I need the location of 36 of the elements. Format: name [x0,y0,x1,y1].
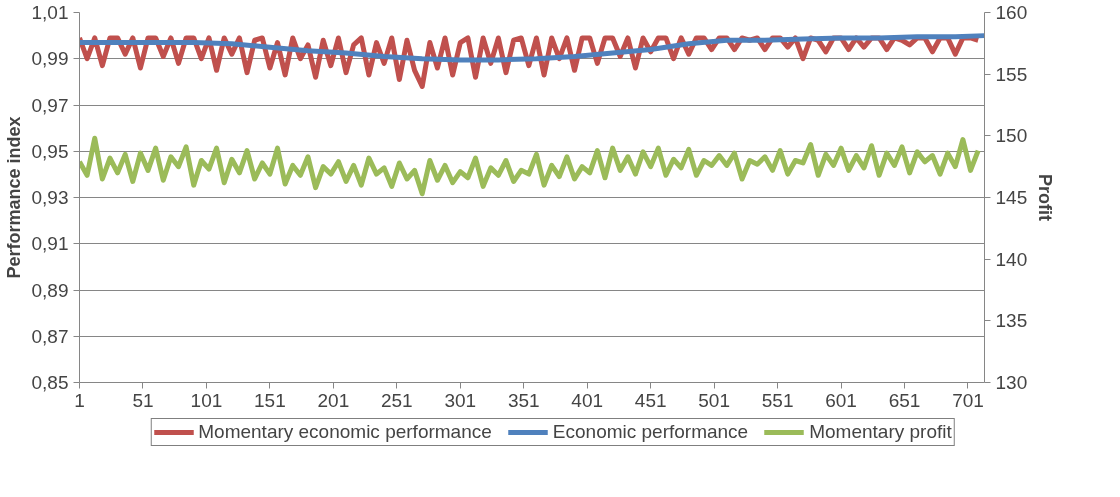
x-tick-label: 1 [74,389,85,411]
x-tick-label: 51 [132,389,154,411]
x-tick-label: 251 [380,389,413,411]
x-tick-label: 351 [507,389,540,411]
x-tick-label: 451 [634,389,667,411]
y2-axis-title: Profit [1035,174,1056,221]
y2-tick-label: 130 [995,372,1028,393]
y-tick-label: 0,95 [31,140,69,162]
y2-tick-label: 160 [995,2,1028,23]
y-tick-label: 0,87 [31,325,69,347]
x-tick-label: 301 [444,389,477,411]
y2-tick-label: 135 [995,310,1028,332]
y-tick-label: 0,85 [31,372,69,393]
y-tick-label: 0,99 [31,48,69,70]
legend-label: Momentary profit [809,421,952,443]
x-tick-label: 501 [698,389,730,411]
y2-tick-label: 145 [995,187,1028,208]
legend-label: Momentary economic performance [198,421,492,443]
y-tick-label: 0,97 [31,94,69,116]
x-tick-label: 701 [952,389,984,411]
x-tick-label: 101 [190,389,223,411]
legend-label: Economic performance [552,421,749,443]
x-tick-label: 151 [254,389,286,411]
x-tick-label: 401 [571,389,604,411]
x-tick-label: 651 [888,389,921,411]
y2-tick-label: 150 [995,125,1028,147]
x-tick-label: 201 [317,389,350,411]
y-tick-label: 0,93 [31,187,69,208]
y-axis-title: Performance index [3,116,24,279]
x-tick-label: 601 [825,389,857,411]
y-tick-label: 0,91 [31,233,69,255]
y-tick-label: 1,01 [31,2,69,23]
y2-tick-label: 140 [995,248,1028,270]
y2-tick-label: 155 [995,63,1028,85]
y-tick-label: 0,89 [31,279,69,301]
x-tick-label: 551 [761,389,794,411]
